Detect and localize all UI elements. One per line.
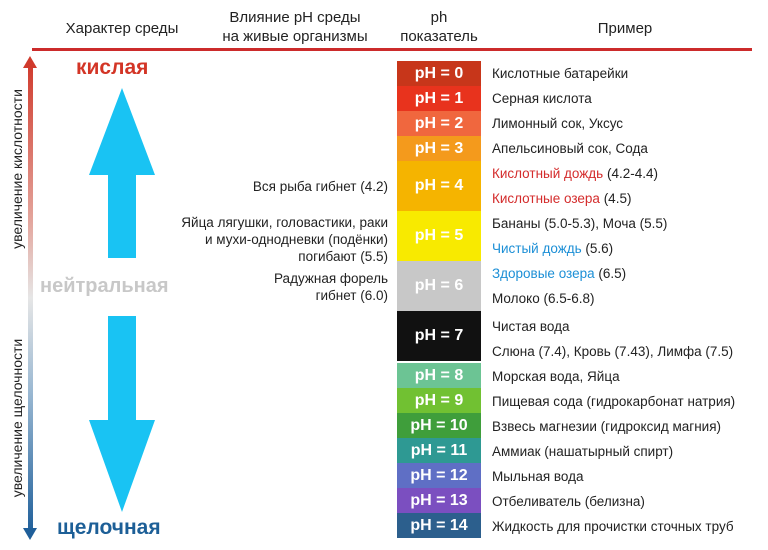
example-3: Апельсиновый сок, Сода [492,141,648,156]
example-clean-rain: Чистый дождь (5.6) [492,240,613,257]
header-divider [32,48,752,51]
example-clean-rain-value: (5.6) [585,241,614,256]
effect-trout-line1: Радужная форель [274,271,388,286]
effect-frogs-line2: и мухи-однодневки (подёнки) [204,232,388,247]
ph-cell-6: pH = 6 [397,261,481,311]
state-alkaline: щелочная [57,516,161,539]
ph-cell-11: pH = 11 [397,438,481,463]
ph-cell-13: pH = 13 [397,488,481,513]
example-clean-rain-name: Чистый дождь [492,241,582,256]
ph-cell-12: pH = 12 [397,463,481,488]
header-ph: ph показатель [390,8,488,46]
example-pure-water: Чистая вода [492,319,570,334]
effect-frogs-line1: Яйца лягушки, головастики, раки [181,215,388,230]
example-8: Морская вода, Яйца [492,369,620,384]
header-ph-line2: показатель [400,28,478,45]
example-acid-lakes-name: Кислотные озера [492,191,600,206]
ph-cell-5: pH = 5 [397,211,481,261]
ph-cell-2: pH = 2 [397,111,481,136]
effect-frogs-line3: погибают (5.5) [298,249,388,264]
ph-cell-1: pH = 1 [397,86,481,111]
header-effect: Влияние pH среды на живые организмы [205,8,385,46]
example-11: Аммиак (нашатырный спирт) [492,444,674,459]
ph-cell-7: pH = 7 [397,311,481,361]
example-healthy-lakes-value: (6.5) [598,266,627,281]
example-healthy-lakes: Здоровые озера (6.5) [492,265,626,282]
example-14: Жидкость для прочистки сточных труб [492,519,734,534]
state-acid: кислая [76,56,149,79]
arrow-down-icon [89,316,155,512]
example-bananas: Бананы (5.0-5.3), Моча (5.5) [492,216,668,231]
arrow-up-icon [89,88,155,258]
example-milk: Молоко (6.5-6.8) [492,291,595,306]
ph-cell-0: pH = 0 [397,61,481,86]
header-effect-line2: на живые организмы [222,28,368,45]
effect-trout: Радужная форель гибнет (6.0) [274,270,388,304]
example-acid-rain-value: (4.2-4.4) [606,166,659,181]
example-acid-rain-name: Кислотный дождь [492,166,604,181]
example-10: Взвесь магнезии (гидроксид магния) [492,419,722,434]
ph-cell-9: pH = 9 [397,388,481,413]
effect-frogs: Яйца лягушки, головастики, раки и мухи-о… [181,214,388,265]
ph-cell-3: pH = 3 [397,136,481,161]
effect-fish: Вся рыба гибнет (4.2) [252,179,388,194]
example-saliva: Слюна (7.4), Кровь (7.43), Лимфа (7.5) [492,344,734,359]
header-ph-line1: ph [430,9,448,26]
example-acid-rain: Кислотный дождь (4.2-4.4) [492,165,658,182]
ph-cell-10: pH = 10 [397,413,481,438]
example-1: Серная кислота [492,91,592,106]
example-12: Мыльная вода [492,469,584,484]
axis-arrow-down-icon [23,528,37,540]
example-2: Лимонный сок, Уксус [492,116,624,131]
ph-cell-14: pH = 14 [397,513,481,538]
example-9: Пищевая сода (гидрокарбонат натрия) [492,394,736,409]
header-example: Пример [597,20,653,37]
ph-cell-4: pH = 4 [397,161,481,211]
axis-arrow-up-icon [23,56,37,68]
vertical-axis [28,62,33,534]
effect-trout-line2: гибнет (6.0) [315,288,388,303]
example-0: Кислотные батарейки [492,66,629,81]
example-healthy-lakes-name: Здоровые озера [492,266,595,281]
state-neutral: нейтральная [40,275,169,297]
example-13: Отбеливатель (белизна) [492,494,645,509]
example-acid-lakes-value: (4.5) [603,191,632,206]
ph-cell-8: pH = 8 [397,363,481,388]
header-effect-line1: Влияние pH среды [229,9,361,26]
example-acid-lakes: Кислотные озера (4.5) [492,190,631,207]
header-character: Характер среды [65,20,179,37]
